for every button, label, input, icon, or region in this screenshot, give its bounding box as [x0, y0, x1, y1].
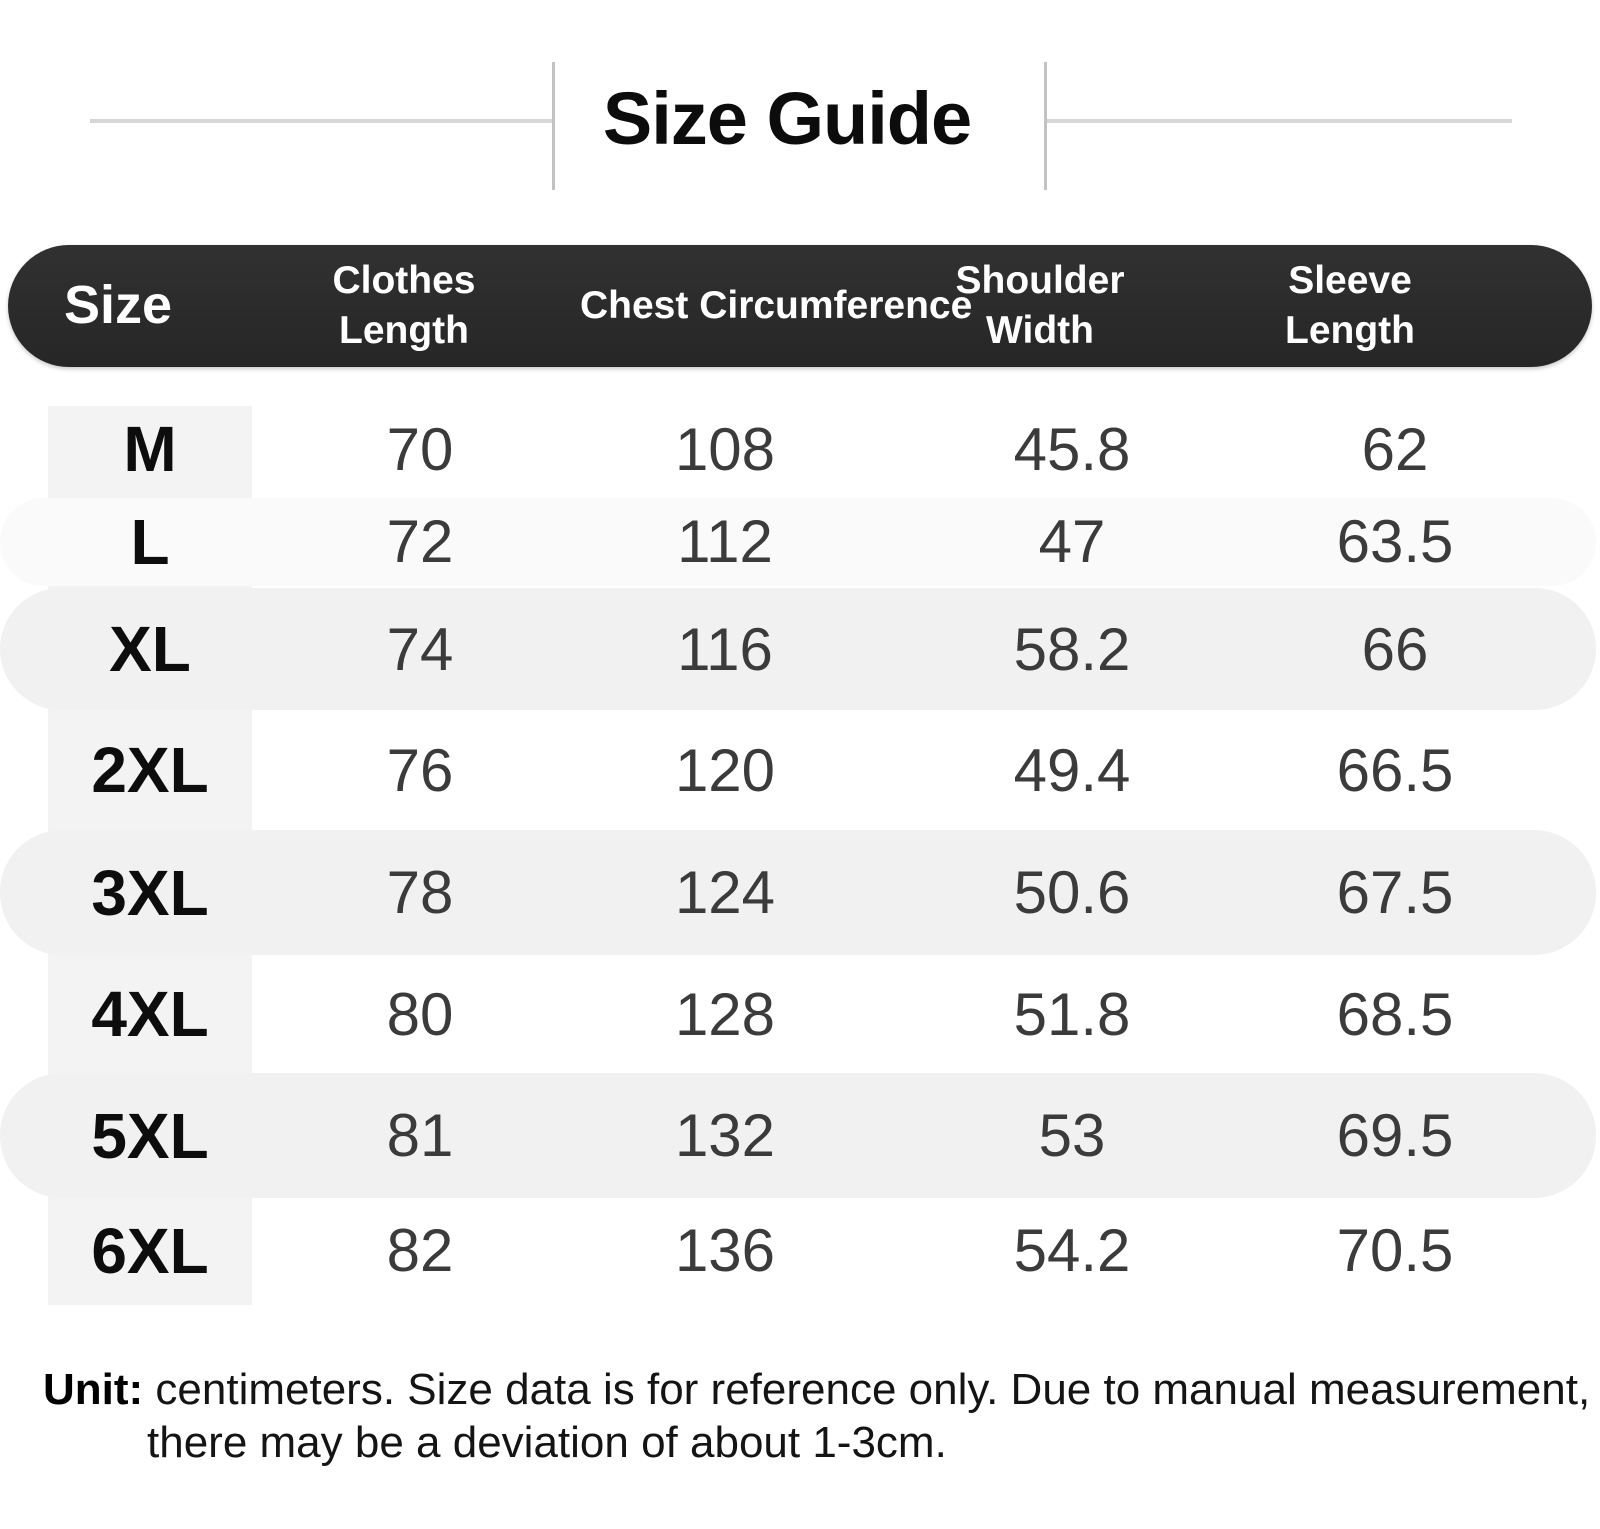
column-header-clothes-length: Clothes Length: [332, 259, 476, 352]
shoulder-width-value: 47: [1038, 508, 1106, 575]
shoulder-width-value: 49.4: [1013, 736, 1131, 804]
clothes-length-value: 70: [386, 415, 454, 483]
sleeve-length-value: 68.5: [1336, 980, 1454, 1048]
title-tick-left: [552, 62, 555, 190]
row-band-5xl: [0, 1073, 1596, 1198]
chest-circumference-value: 108: [674, 415, 776, 483]
row-band-3xl: [0, 830, 1596, 955]
size-label: L: [130, 505, 170, 578]
table-row: XL 74 116 58.2 66: [0, 588, 1600, 710]
sleeve-length-value: 70.5: [1336, 1217, 1454, 1284]
title-divider-line-right: [1046, 119, 1512, 123]
clothes-length-value: 76: [386, 736, 454, 804]
clothes-length-value: 78: [386, 859, 454, 926]
chest-circumference-value: 128: [674, 980, 776, 1048]
chest-circumference-value: 116: [677, 615, 773, 683]
chest-circumference-value: 124: [674, 859, 776, 926]
shoulder-width-value: 45.8: [1013, 415, 1131, 483]
shoulder-width-value: 50.6: [1013, 859, 1131, 926]
unit-label: Unit:: [43, 1365, 144, 1414]
row-band-xl: [0, 588, 1596, 710]
sleeve-length-value: 66: [1361, 615, 1429, 683]
table-row: 4XL 80 128 51.8 68.5: [0, 955, 1600, 1073]
clothes-length-value: 80: [386, 980, 454, 1048]
clothes-length-value: 72: [386, 508, 454, 575]
chest-circumference-value: 112: [677, 508, 773, 575]
unit-note-text: centimeters. Size data is for reference …: [147, 1365, 1591, 1467]
shoulder-width-value: 53: [1038, 1102, 1106, 1169]
size-label: 2XL: [91, 734, 209, 806]
column-header-shoulder-width: Shoulder Width: [955, 259, 1125, 352]
size-label: 3XL: [91, 856, 209, 929]
size-label: M: [123, 413, 177, 485]
sleeve-length-value: 66.5: [1336, 736, 1454, 804]
title-tick-right: [1044, 62, 1047, 190]
table-row: 5XL 81 132 53 69.5: [0, 1073, 1600, 1198]
chest-circumference-value: 136: [674, 1217, 776, 1284]
clothes-length-value: 74: [386, 615, 454, 683]
table-row: M 70 108 45.8 62: [0, 403, 1600, 495]
size-label: 6XL: [91, 1214, 209, 1287]
table-row: L 72 112 47 63.5: [0, 495, 1600, 588]
page-title: Size Guide: [602, 77, 972, 160]
table-header-bar: Size Clothes Length Chest Circumference …: [8, 245, 1592, 367]
clothes-length-value: 81: [386, 1102, 454, 1169]
sleeve-length-value: 63.5: [1336, 508, 1454, 575]
row-band-l: [0, 498, 1596, 586]
title-divider-line-left: [90, 119, 554, 123]
shoulder-width-value: 54.2: [1013, 1217, 1131, 1284]
size-table-body: M 70 108 45.8 62 L 72 112 47 63.5 XL 74 …: [0, 403, 1600, 1303]
size-label: XL: [109, 613, 191, 685]
table-row: 6XL 82 136 54.2 70.5: [0, 1198, 1600, 1303]
column-header-sleeve-length: Sleeve Length: [1285, 259, 1415, 352]
sleeve-length-value: 69.5: [1336, 1102, 1454, 1169]
size-label: 4XL: [91, 978, 209, 1050]
column-header-chest-circumference: Chest Circumference: [580, 284, 973, 328]
clothes-length-value: 82: [386, 1217, 454, 1284]
unit-note: Unit: centimeters. Size data is for refe…: [43, 1363, 1600, 1469]
sleeve-length-value: 62: [1361, 415, 1429, 483]
column-header-size: Size: [63, 275, 173, 336]
shoulder-width-value: 58.2: [1013, 615, 1131, 683]
chest-circumference-value: 132: [674, 1102, 776, 1169]
chest-circumference-value: 120: [674, 736, 776, 804]
table-row: 2XL 76 120 49.4 66.5: [0, 710, 1600, 830]
sleeve-length-value: 67.5: [1336, 859, 1454, 926]
size-label: 5XL: [91, 1099, 209, 1172]
table-row: 3XL 78 124 50.6 67.5: [0, 830, 1600, 955]
shoulder-width-value: 51.8: [1013, 980, 1131, 1048]
